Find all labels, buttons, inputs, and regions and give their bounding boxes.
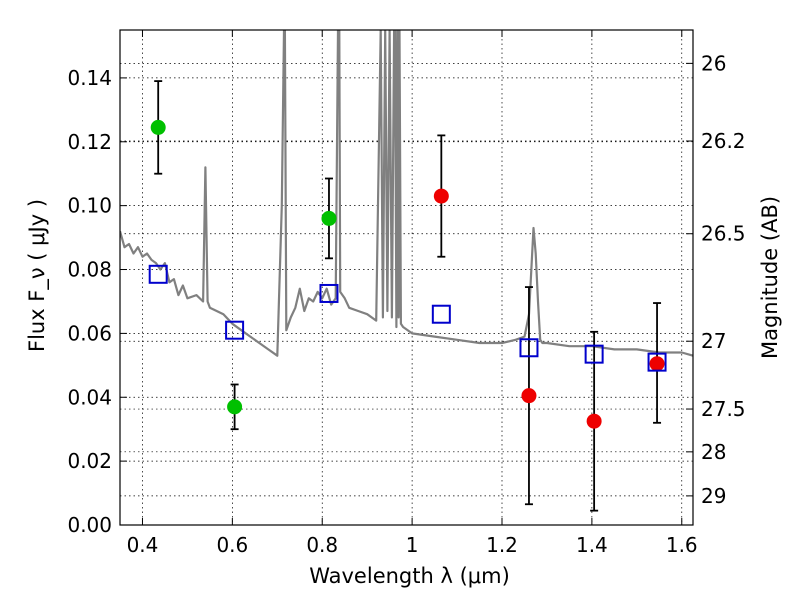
grid-lines [120, 30, 693, 526]
model-point [148, 264, 168, 284]
axis-ticks: 0.4 0.6 0.8 1 1.2 1.4 1.6 0.00 0.02 0.04 0.06 0.08 0… [67, 30, 746, 557]
model-point [225, 320, 245, 340]
x-tick-label: 1 [406, 533, 419, 557]
y2-tick-label: 26 [701, 51, 726, 75]
x-axis-label: Wavelength λ (μm) [309, 564, 510, 588]
data-point [433, 188, 449, 204]
data-point [649, 356, 665, 372]
plot-area [120, 30, 693, 512]
y-tick-label: 0.06 [67, 321, 112, 345]
x-tick-label: 0.8 [306, 533, 338, 557]
y-tick-label: 0.04 [67, 385, 112, 409]
data-point [321, 210, 337, 226]
y2-tick-label: 29 [701, 484, 726, 508]
model-point [319, 283, 339, 303]
model-point [647, 352, 667, 372]
x-tick-label: 1.2 [486, 533, 518, 557]
y-tick-label: 0.10 [67, 194, 112, 218]
y-tick-label: 0.00 [67, 513, 112, 537]
y-axis-label-text: Flux F_ν ( μJy ) [25, 199, 50, 352]
y2-axis-label-text: Magnitude (AB) [758, 196, 782, 359]
data-point [586, 413, 602, 429]
x-tick-label: 0.6 [216, 533, 248, 557]
model-point [519, 338, 539, 358]
y-axis-label: Flux F_ν ( μJy ) [25, 199, 50, 352]
y2-tick-label: 26.2 [701, 129, 746, 153]
model-point [431, 304, 451, 324]
y2-tick-label: 27 [701, 329, 726, 353]
y2-axis-label: Magnitude (AB) [758, 196, 782, 359]
y-tick-label: 0.08 [67, 258, 112, 282]
x-tick-label: 1.6 [666, 533, 698, 557]
spectrum-line [120, 30, 693, 357]
y-tick-label: 0.14 [67, 66, 112, 90]
y-tick-label: 0.12 [67, 130, 112, 154]
data-point [227, 399, 243, 415]
model-point [584, 344, 604, 364]
y2-tick-label: 26.5 [701, 222, 746, 246]
data-point [150, 119, 166, 135]
y-tick-label: 0.02 [67, 449, 112, 473]
y2-tick-label: 28 [701, 440, 726, 464]
data-point [521, 388, 537, 404]
plot-frame [119, 29, 694, 526]
x-tick-label: 0.4 [127, 533, 159, 557]
y2-tick-label: 27.5 [701, 397, 746, 421]
x-tick-label: 1.4 [576, 533, 608, 557]
